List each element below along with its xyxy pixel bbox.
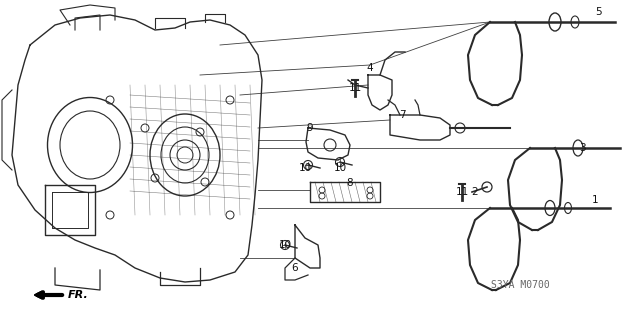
- Text: S3YA M0700: S3YA M0700: [491, 280, 549, 290]
- Text: FR.: FR.: [68, 290, 89, 300]
- Text: 8: 8: [347, 178, 353, 188]
- Text: 6: 6: [292, 263, 298, 273]
- Text: 11: 11: [348, 83, 362, 93]
- Text: 7: 7: [399, 110, 405, 120]
- Text: 2: 2: [472, 187, 478, 197]
- Text: 3: 3: [579, 143, 586, 153]
- Text: 11: 11: [456, 187, 468, 197]
- Text: 10: 10: [333, 163, 347, 173]
- Text: 5: 5: [595, 7, 602, 17]
- Text: 10: 10: [298, 163, 312, 173]
- Text: 4: 4: [367, 63, 373, 73]
- Text: 9: 9: [307, 123, 314, 133]
- Text: 1: 1: [592, 195, 598, 205]
- Text: 10: 10: [278, 240, 292, 250]
